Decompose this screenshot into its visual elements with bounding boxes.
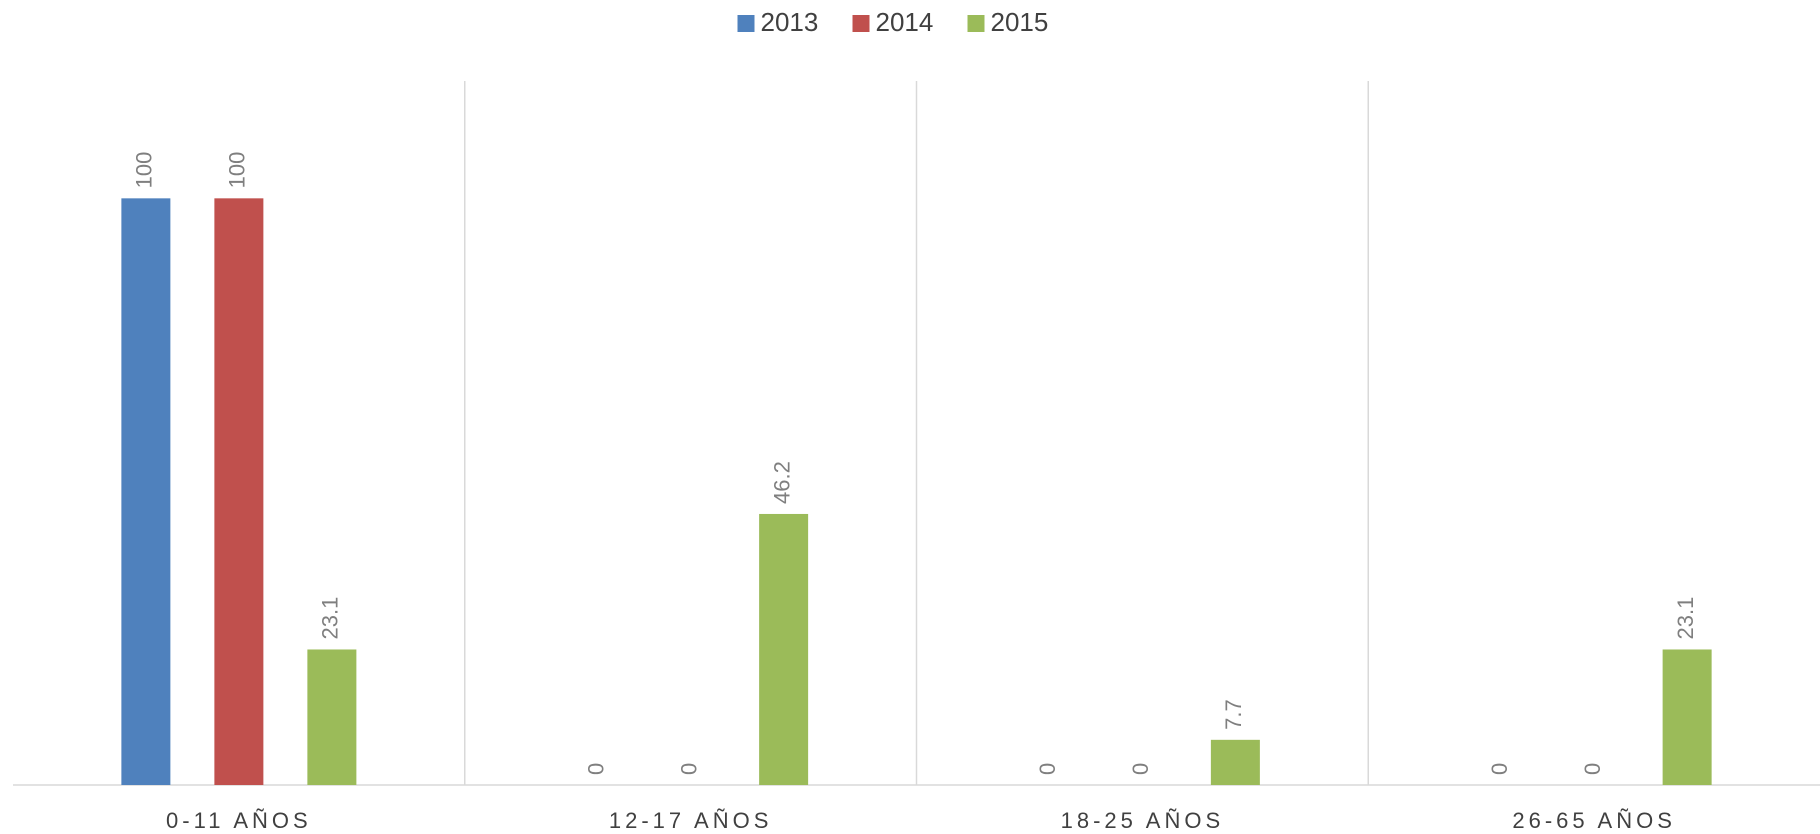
data-label: 0 [1580,763,1605,775]
legend-swatch [852,15,870,32]
bar [759,513,809,785]
bar [307,649,357,785]
x-tick-label: 18-25 AÑOS [1061,808,1225,833]
legend-swatch [967,15,985,32]
data-label: 0 [676,763,701,775]
bar [1210,739,1260,785]
legend-label: 2013 [761,7,819,37]
data-label: 46.2 [769,461,794,504]
data-label: 0 [1128,763,1153,775]
data-label: 0 [1487,763,1512,775]
data-label: 0 [1035,763,1060,775]
x-tick-label: 0-11 AÑOS [166,808,312,833]
data-label: 7.7 [1221,699,1246,730]
data-label: 23.1 [318,597,343,640]
legend-label: 2015 [991,7,1049,37]
bar [1662,649,1712,785]
bar [214,198,264,786]
data-label: 23.1 [1673,597,1698,640]
data-label: 100 [225,152,250,189]
x-tick-label: 26-65 AÑOS [1512,808,1676,833]
legend-swatch [737,15,755,32]
legend-label: 2014 [876,7,934,37]
x-tick-label: 12-17 AÑOS [609,808,773,833]
data-label: 100 [132,152,157,189]
data-label: 0 [583,763,608,775]
bar [121,198,171,786]
